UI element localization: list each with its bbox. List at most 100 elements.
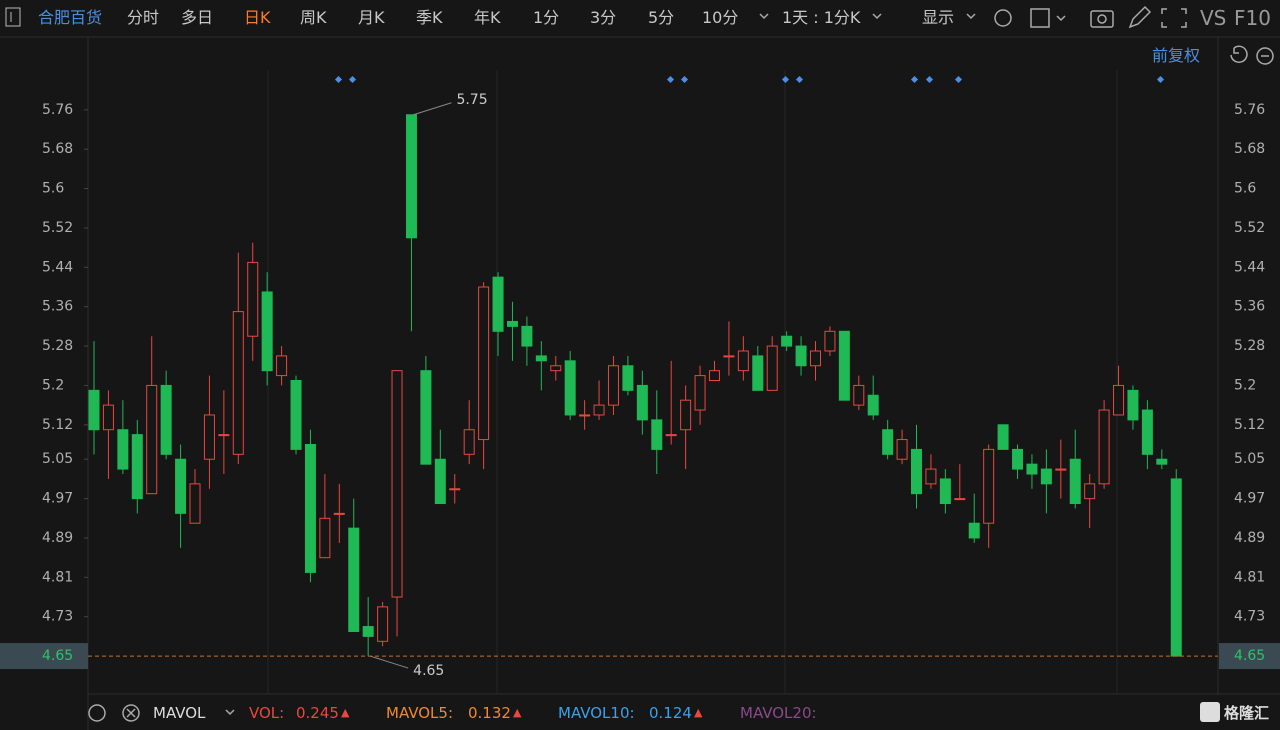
display-button[interactable]: 显示: [922, 8, 955, 27]
y-tick-label: 5.68: [42, 141, 73, 157]
candle-body: [1084, 483, 1096, 500]
tab[interactable]: 日K: [244, 8, 271, 27]
tab[interactable]: 月K: [358, 8, 385, 27]
y-tick-label: 5.76: [42, 102, 73, 118]
candle-body: [579, 414, 591, 417]
y2-tick-label: 5.36: [1234, 299, 1265, 315]
candle-body: [708, 370, 720, 382]
indicator-name[interactable]: MAVOL: [153, 704, 206, 722]
candle-body: [348, 527, 360, 632]
adjust-button[interactable]: 前复权: [1152, 46, 1201, 65]
candle-body: [261, 291, 273, 372]
mavol10-label: MAVOL10:: [558, 704, 635, 722]
candle-body: [333, 512, 345, 515]
candle-body: [925, 468, 937, 485]
candle-body: [535, 355, 547, 362]
candle-body: [290, 380, 302, 450]
mavol10-value: 0.124: [649, 704, 692, 722]
indicator-dropdown[interactable]: [225, 709, 235, 716]
brand: 格隆汇: [1224, 704, 1270, 722]
y2-tick-label: 5.2: [1234, 377, 1256, 393]
y-tick-label: 5.44: [42, 259, 73, 275]
tab[interactable]: 年K: [474, 8, 501, 27]
candle-body: [593, 404, 605, 416]
candle-body: [665, 434, 677, 437]
candle-body: [983, 448, 995, 524]
candle-body: [391, 370, 403, 598]
candle-body: [492, 276, 504, 332]
candle-body: [997, 424, 1009, 450]
candle-body: [867, 394, 879, 416]
f10-button[interactable]: F10: [1234, 6, 1271, 30]
candle-body: [117, 429, 129, 470]
candle-body: [1170, 478, 1182, 657]
candle-body: [405, 114, 417, 239]
candle-body: [564, 360, 576, 416]
candle-body: [478, 286, 490, 441]
tab[interactable]: 10分: [702, 8, 739, 27]
y2-tick-label: 5.44: [1234, 259, 1265, 275]
up-arrow: ▲: [341, 706, 350, 719]
tab[interactable]: 分时: [127, 8, 160, 27]
y2-tick-label: 5.52: [1234, 220, 1265, 236]
footer-close-icon[interactable]: [122, 704, 140, 722]
candle-body: [218, 434, 230, 437]
tab[interactable]: 1分: [533, 8, 560, 27]
event-markers: [334, 75, 1165, 84]
zoom-out-icon[interactable]: [1256, 47, 1274, 65]
period-select[interactable]: 1天 : 1分K: [782, 8, 861, 27]
menu-icon[interactable]: [5, 7, 21, 27]
candle-body: [607, 365, 619, 406]
high-leader: [413, 102, 452, 116]
y2-tick-label: 5.12: [1234, 417, 1265, 433]
tab[interactable]: 多日: [181, 8, 214, 27]
reset-icon[interactable]: [1230, 45, 1248, 64]
y2-tick-label: 5.76: [1234, 102, 1265, 118]
tab[interactable]: 季K: [416, 8, 443, 27]
candle-body: [1098, 409, 1110, 485]
candle-body: [434, 458, 446, 505]
box-icon[interactable]: [1030, 8, 1050, 28]
low-label: 4.65: [413, 663, 444, 679]
candle-body: [810, 350, 821, 367]
candle-body: [1127, 389, 1139, 421]
candle-body: [636, 384, 648, 421]
candle-body: [304, 443, 316, 573]
fullscreen-icon[interactable]: [1161, 8, 1187, 28]
candle-body: [795, 345, 807, 367]
y-tick-label: 4.89: [42, 530, 73, 546]
candle-body: [88, 389, 100, 431]
stock-name[interactable]: 合肥百货: [38, 8, 103, 27]
candle-body: [694, 375, 706, 411]
candle-body: [131, 434, 143, 500]
camera-icon[interactable]: [1090, 10, 1114, 28]
vs-button[interactable]: VS: [1200, 6, 1227, 30]
y-tick-label: 4.73: [42, 609, 73, 625]
y2-tick-label: 5.05: [1234, 451, 1265, 467]
tab[interactable]: 周K: [300, 8, 327, 27]
y-tick-label: 5.52: [42, 220, 73, 236]
settings-icon[interactable]: [994, 9, 1012, 27]
mavol20-label: MAVOL20:: [740, 704, 817, 722]
candle-body: [1069, 458, 1081, 505]
candle-body: [175, 458, 187, 514]
y-tick-label: 5.6: [42, 181, 64, 197]
tab[interactable]: 5分: [648, 8, 675, 27]
candle-body: [853, 384, 865, 406]
tab[interactable]: 3分: [590, 8, 617, 27]
candle-body: [968, 522, 980, 539]
candle-body: [723, 355, 735, 358]
footer-settings-icon[interactable]: [88, 704, 106, 722]
candle-body: [911, 448, 923, 495]
pen-icon[interactable]: [1128, 5, 1152, 29]
candle-body: [737, 350, 749, 372]
candle-body: [1113, 384, 1125, 416]
candle-body: [102, 404, 114, 431]
dropdown-icon[interactable]: [1056, 15, 1066, 22]
toolbar-icons: [88, 5, 1274, 722]
y-tick-label: 5.28: [42, 338, 73, 354]
high-label: 5.75: [456, 92, 487, 108]
y2-tick-label: 5.68: [1234, 141, 1265, 157]
y2-tick-label: 4.73: [1234, 609, 1265, 625]
